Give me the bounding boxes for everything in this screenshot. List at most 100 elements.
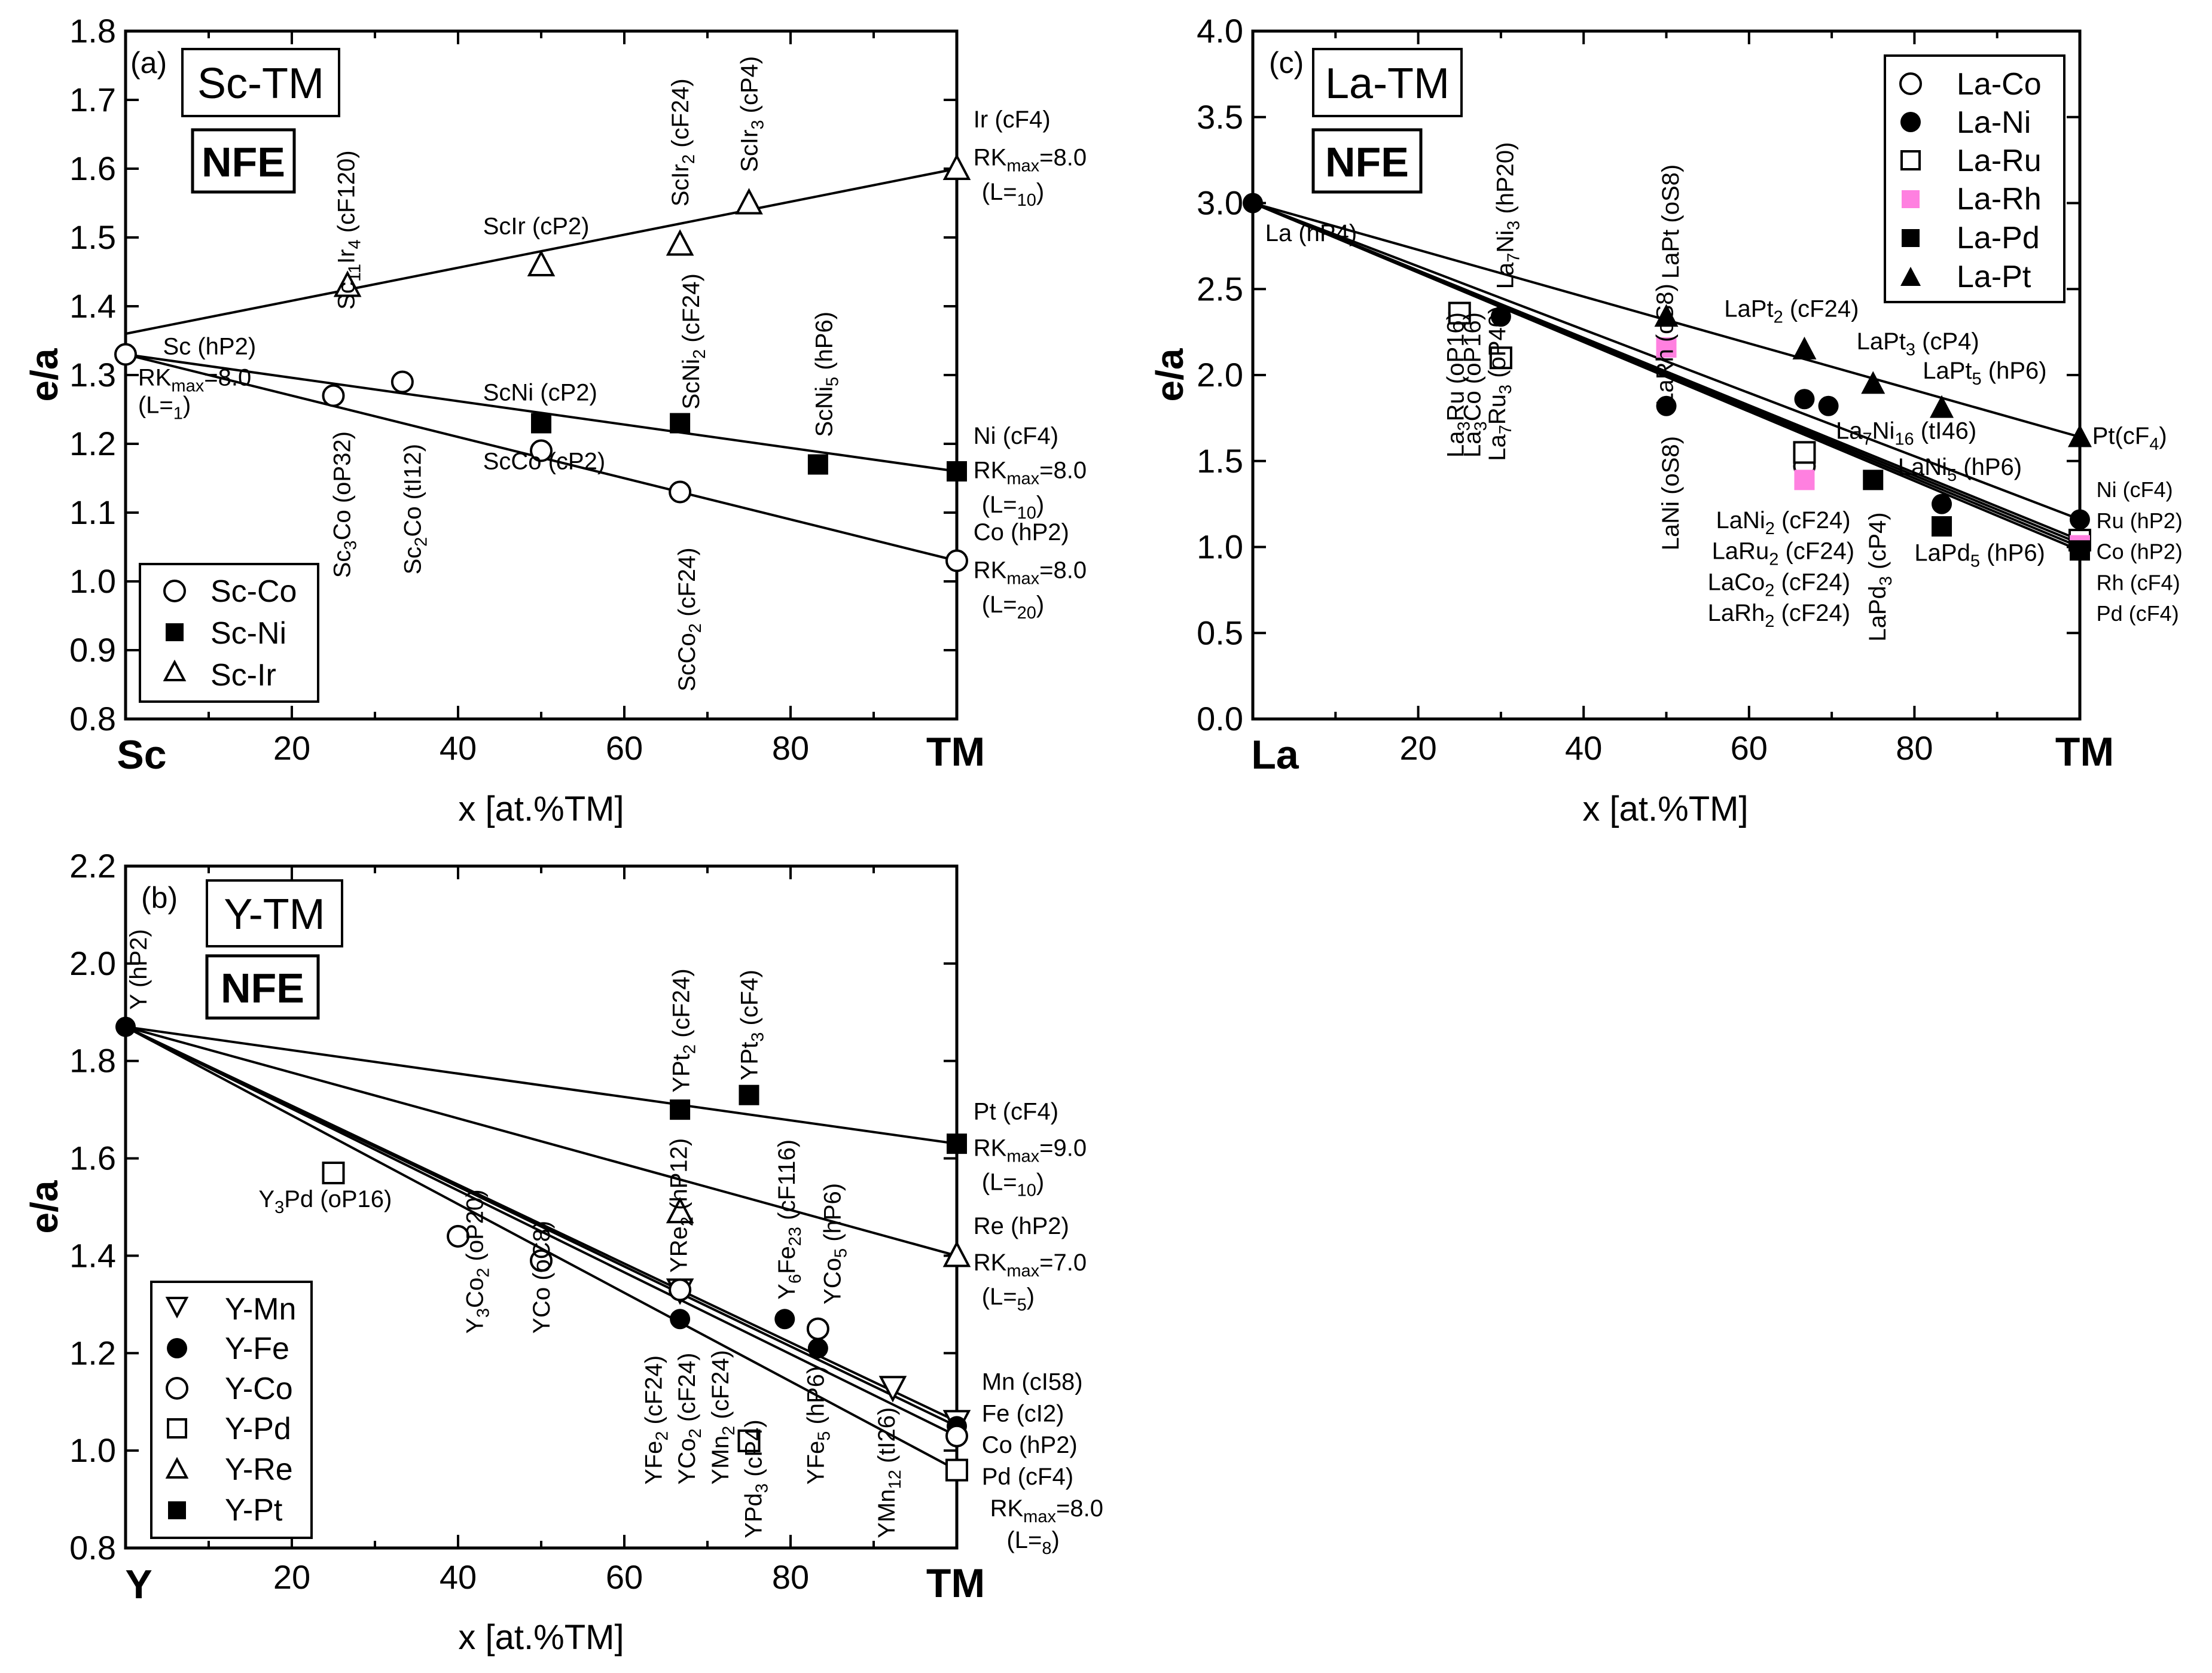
- legend-marker-y-pd: [167, 1418, 187, 1439]
- legend-marker-sc-ni: [166, 623, 184, 641]
- annotation-re-hp2: Re (hP2): [974, 1213, 1069, 1239]
- data-point-y-re: [942, 1241, 971, 1267]
- panel-a-y-tick-label: 1.3: [69, 356, 116, 394]
- panel-a-legend: Sc-Co Sc-Ni Sc-Ir: [139, 563, 319, 703]
- vertical-annotation-larh-os8: LaRh (oS8): [1652, 284, 1679, 406]
- panel-b-y-axis-title: e/a: [23, 1180, 66, 1233]
- annotation-l-8: (L=8): [1006, 1527, 1059, 1558]
- panel-c-y-tick-label: 3.5: [1197, 98, 1243, 136]
- data-point-sc-co: [114, 343, 137, 366]
- data-point-la-ni: [1243, 193, 1263, 214]
- fit-line-y-re: [125, 1025, 957, 1257]
- panel-c-y-tick-label: 3.0: [1197, 184, 1243, 222]
- panel-b-tag: (b): [141, 881, 178, 915]
- vertical-annotation-scir2-cf24: ScIr2 (cF24): [667, 78, 698, 206]
- legend-marker-y-re: [165, 1456, 189, 1479]
- fit-line-y-co: [125, 1025, 957, 1437]
- panel-b-x-tick-label: 60: [606, 1558, 643, 1596]
- annotation-lapt5-hp6: LaPt5 (hP6): [1923, 358, 2046, 389]
- vertical-annotation-scni2-cf24: ScNi2 (cF24): [678, 273, 709, 409]
- legend-label-y-co: Y-Co: [225, 1372, 293, 1406]
- legend-marker-sc-ir: [163, 659, 187, 681]
- annotation-lani5-hp6: LaNi5 (hP6): [1898, 454, 2022, 485]
- panel-b-y-tick-label: 2.0: [69, 944, 116, 982]
- legend-label-la-ni: La-Ni: [1957, 105, 2031, 140]
- vertical-annotation-yre2-hp12: YRe2 (hP12): [666, 1138, 697, 1273]
- legend-marker-y-fe: [167, 1338, 187, 1358]
- data-point-sc-co: [945, 549, 968, 572]
- data-point-y-pd: [322, 1162, 345, 1184]
- data-point-y-co: [945, 1424, 968, 1448]
- panel-b-nfe-label: NFE: [221, 965, 304, 1011]
- panel-c-la-tm: (c) La-TM NFE e/a x [at.%TM] La TM 0.0 0.…: [1148, 12, 2183, 828]
- annotation-pd-cf4: Pd (cF4): [982, 1464, 1073, 1490]
- data-point-y-fe: [115, 1016, 136, 1037]
- annotation-pt-cf4: Pt(cF4): [2092, 423, 2167, 454]
- panel-a-sc-tm: (a) Sc-TM NFE e/a x [at.%TM] Sc TM 0.8 0.…: [23, 12, 1087, 828]
- legend-label-y-pt: Y-Pt: [225, 1493, 283, 1528]
- panel-c-x-axis-title: x [at.%TM]: [1582, 790, 1748, 828]
- legend-label-sc-co: Sc-Co: [210, 574, 297, 609]
- panel-c-x-tick-label: 80: [1896, 729, 1933, 767]
- annotation-rkmax-8-0: RKmax=8.0: [974, 144, 1087, 175]
- panel-c-nfe-label: NFE: [1325, 139, 1409, 185]
- data-point-sc-co: [322, 384, 345, 407]
- panel-a-x-tick-label: 20: [273, 729, 310, 767]
- data-point-y-pd: [945, 1458, 968, 1482]
- panel-c-y-tick-label: 0.0: [1197, 700, 1243, 738]
- panel-b-y-tick-label: 2.2: [69, 847, 116, 885]
- panel-c-y-axis-title: e/a: [1148, 348, 1191, 401]
- data-point-la-pd: [2070, 540, 2090, 561]
- data-point-sc-ir: [942, 153, 971, 180]
- legend-label-la-pt: La-Pt: [1957, 260, 2031, 294]
- fit-line-y-pd: [125, 1025, 957, 1471]
- vertical-annotation-ypt3-cf4: YPt3 (cF4): [736, 970, 767, 1080]
- annotation-rkmax-8-0: RKmax=8.0: [990, 1495, 1103, 1526]
- legend-marker-y-pt: [168, 1501, 186, 1519]
- vertical-annotation-ypd3-cp4: YPd3 (cP4): [740, 1419, 771, 1538]
- annotation-scir-cp2: ScIr (cP2): [483, 213, 590, 239]
- annotation-rh-cf4: Rh (cF4): [2097, 570, 2180, 595]
- annotation-scni-cp2: ScNi (cP2): [483, 380, 597, 406]
- annotation-lapt2-cf24: LaPt2 (cF24): [1724, 295, 1859, 327]
- data-point-sc-co: [530, 439, 553, 462]
- legend-label-y-mn: Y-Mn: [225, 1292, 296, 1327]
- panel-a-x-tick-label: 80: [772, 729, 809, 767]
- panel-a-nfe-box: [191, 128, 296, 194]
- fit-line-sc-ni: [125, 353, 957, 473]
- data-point-y-co: [530, 1249, 553, 1272]
- panel-a-x-tick-label: 40: [440, 729, 477, 767]
- annotation-l-10: (L=10): [982, 1169, 1045, 1200]
- annotation-laru2-cf24: LaRu2 (cF24): [1712, 538, 1854, 569]
- panel-a-x-axis-title: x [at.%TM]: [458, 790, 624, 828]
- annotation-laco2-cf24: LaCo2 (cF24): [1708, 569, 1850, 600]
- data-point-sc-ir: [333, 270, 362, 297]
- panel-b-title-box: [206, 879, 343, 947]
- vertical-annotation-ymn2-cf24: YMn2 (cF24): [707, 1350, 739, 1485]
- annotation-larh2-cf24: LaRh2 (cF24): [1708, 600, 1850, 631]
- vertical-annotation-yfe2-cf24: YFe2 (cF24): [641, 1355, 672, 1485]
- vertical-annotation-scir3-cp4: ScIr3 (cP4): [736, 56, 767, 172]
- legend-label-sc-ni: Sc-Ni: [210, 616, 286, 651]
- vertical-annotation-lani-os8: LaNi (oS8): [1658, 436, 1684, 550]
- annotation-l-1: (L=1): [138, 392, 191, 423]
- legend-marker-la-pd: [1902, 229, 1920, 247]
- vertical-annotation-yco-oc8: YCo (oC8): [529, 1221, 555, 1334]
- data-point-la-ru: [1448, 301, 1471, 325]
- legend-marker-la-rh: [1902, 190, 1920, 208]
- panel-a-y-tick-label: 1.6: [69, 150, 116, 187]
- annotation-fe-ci2: Fe (cI2): [982, 1400, 1064, 1427]
- annotation-y3pd-op16: Y3Pd (oP16): [258, 1186, 392, 1217]
- data-point-y-co: [447, 1224, 469, 1248]
- data-point-la-pt: [2068, 424, 2092, 447]
- vertical-annotation-yco5-hp6: YCo5 (hP6): [819, 1183, 850, 1305]
- panel-a-y-tick-label: 1.2: [69, 425, 116, 462]
- panel-c-legend-box: [1884, 54, 2065, 303]
- vertical-annotation-scni5-hp6: ScNi5 (hP6): [811, 312, 843, 437]
- data-point-sc-ni: [807, 454, 828, 475]
- panel-c-title: La-TM: [1325, 60, 1450, 108]
- panel-b-x-start-label: Y: [125, 1562, 152, 1607]
- annotation-sc-hp2: Sc (hP2): [163, 334, 257, 360]
- annotation-ni-cf4: Ni (cF4): [974, 423, 1058, 449]
- vertical-annotation-ymn12-ti26: YMn12 (tI26): [874, 1407, 905, 1538]
